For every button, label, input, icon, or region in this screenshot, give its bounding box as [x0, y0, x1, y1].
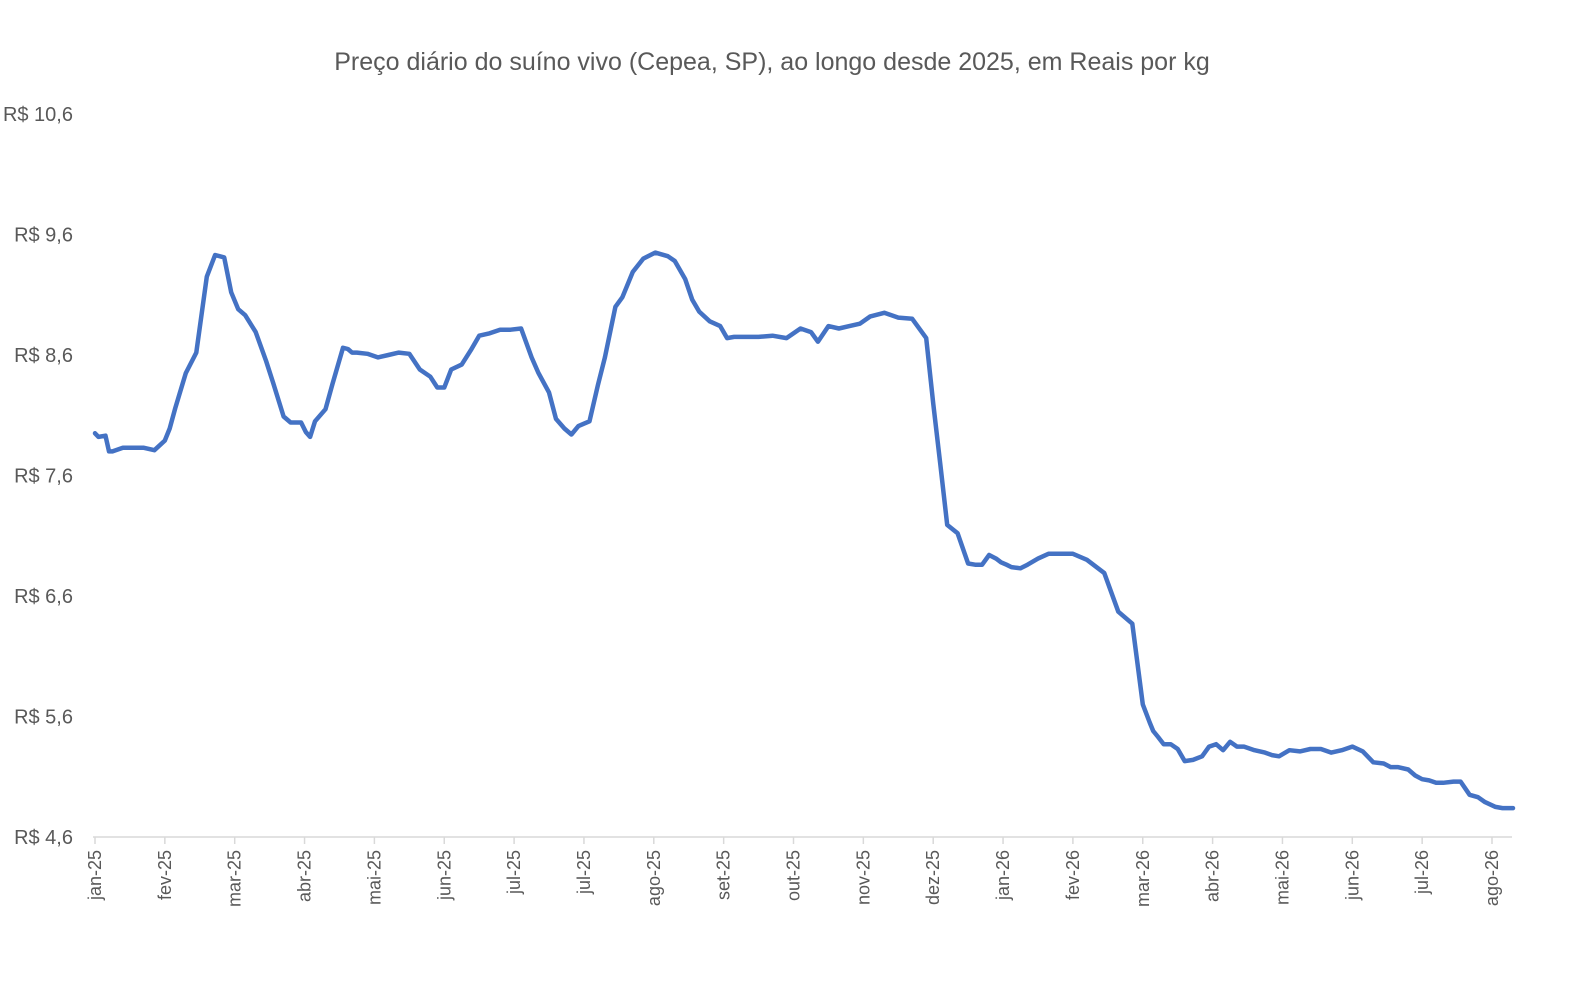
x-tick-label: mai-25	[364, 850, 384, 905]
x-tick-label: abr-26	[1203, 850, 1223, 902]
y-tick-label: R$ 8,6	[14, 345, 73, 367]
x-tick-label: out-25	[784, 850, 804, 901]
x-tick-label: fev-25	[155, 850, 175, 900]
y-tick-label: R$ 10,6	[3, 104, 73, 126]
price-series-line	[92, 250, 1516, 811]
x-tick-label: mar-26	[1133, 850, 1153, 907]
chart-title: Preço diário do suíno vivo (Cepea, SP), …	[334, 48, 1210, 76]
x-tick-label: abr-25	[295, 850, 315, 902]
x-tick-label: jun-26	[1342, 850, 1362, 901]
x-tick-label: jan-26	[993, 850, 1013, 901]
x-tick-label: jun-25	[434, 850, 454, 901]
x-axis-ticks: jan-25 fev-25 mar-25 abr-25 mai-25 jun-25 jul-…	[85, 837, 1502, 907]
series-group	[92, 250, 1516, 811]
x-tick-label: mar-25	[225, 850, 245, 907]
x-tick-label: ago-25	[644, 850, 664, 906]
x-tick-label: fev-26	[1063, 850, 1083, 900]
y-tick-label: R$ 4,6	[14, 827, 73, 849]
x-tick-label: mai-26	[1272, 850, 1292, 905]
x-tick-label: set-25	[714, 850, 734, 900]
x-tick-label: jan-25	[85, 850, 105, 901]
x-tick-label: jul-25	[504, 850, 524, 895]
x-tick-label: nov-25	[853, 850, 873, 905]
y-axis-ticks: R$ 4,6 R$ 5,6 R$ 6,6 R$ 7,6 R$ 8,6 R$ 9,6 R$ 1…	[3, 104, 73, 849]
x-tick-label: jul-25	[574, 850, 594, 895]
x-tick-label: dez-25	[923, 850, 943, 905]
x-tick-label: ago-26	[1482, 850, 1502, 906]
y-tick-label: R$ 9,6	[14, 225, 73, 247]
y-tick-label: R$ 5,6	[14, 707, 73, 729]
y-tick-label: R$ 7,6	[14, 466, 73, 488]
x-tick-label: jul-26	[1412, 850, 1432, 895]
y-tick-label: R$ 6,6	[14, 586, 73, 608]
